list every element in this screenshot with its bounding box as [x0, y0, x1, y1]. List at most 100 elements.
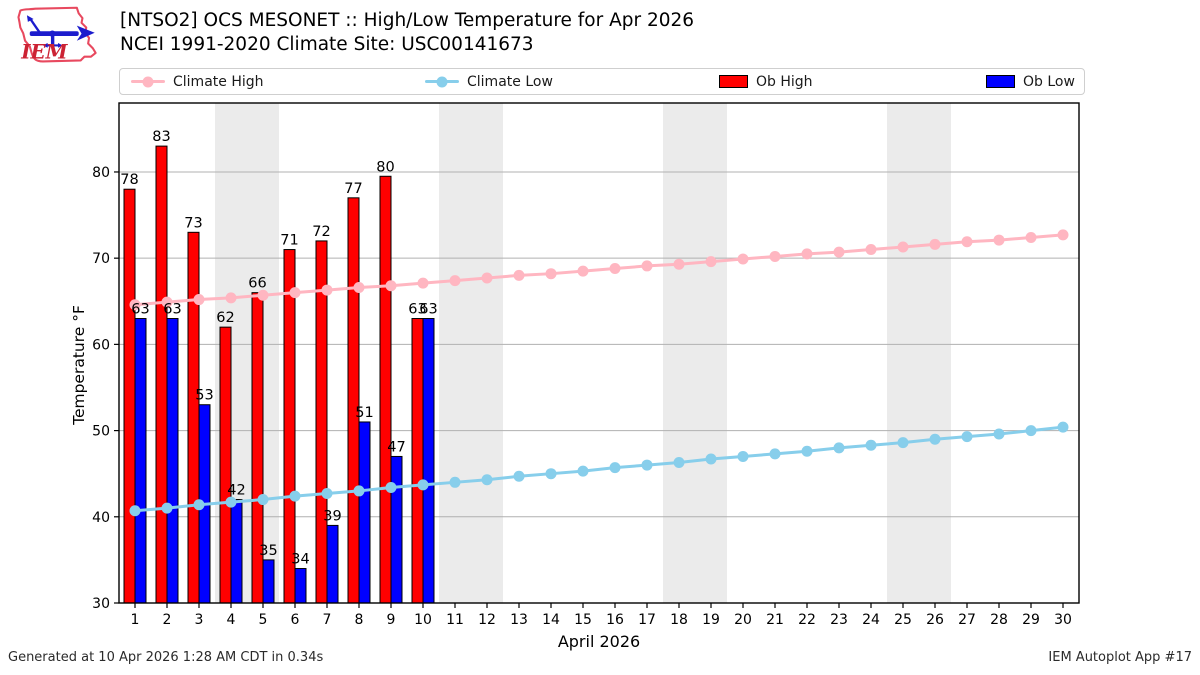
line-marker: [353, 281, 365, 293]
line-marker: [545, 468, 557, 480]
y-axis-title: Temperature °F: [70, 305, 88, 426]
y-tick-label: 60: [92, 337, 110, 353]
ob-high-bar-day-4: [219, 326, 232, 604]
line-marker: [961, 431, 973, 443]
bar-value-label: 78: [120, 172, 138, 188]
x-tick-label: 17: [638, 612, 656, 628]
bar-value-label: 63: [419, 302, 437, 318]
ob-high-bar-day-6: [283, 249, 296, 604]
x-tick-label: 23: [830, 612, 848, 628]
legend-item-climate-high: Climate High: [131, 69, 264, 94]
line-marker: [1025, 425, 1037, 437]
line-marker: [801, 248, 813, 260]
bar-value-label: 34: [291, 552, 309, 568]
bar-value-label: 42: [227, 483, 245, 499]
line-marker: [673, 456, 685, 468]
line-marker: [897, 241, 909, 253]
x-tick-label: 9: [387, 612, 396, 628]
x-tick-label: 1: [131, 612, 140, 628]
line-marker: [705, 453, 717, 465]
legend-label: Climate Low: [467, 73, 553, 90]
legend-item-climate-low: Climate Low: [425, 69, 553, 94]
ob-low-bar-day-1: [134, 318, 147, 604]
line-marker: [225, 292, 237, 304]
line-marker: [833, 246, 845, 258]
ob-high-bar-day-8: [347, 197, 360, 604]
legend-label: Ob Low: [1023, 73, 1075, 90]
x-tick-label: 22: [798, 612, 816, 628]
line-marker: [993, 428, 1005, 440]
x-tick-label: 25: [894, 612, 912, 628]
legend-label: Climate High: [173, 73, 264, 90]
x-tick-label: 27: [958, 612, 976, 628]
app-credit: IEM Autoplot App #17: [1048, 650, 1192, 665]
bar-value-label: 53: [195, 388, 213, 404]
ob-high-bar-day-10: [411, 318, 424, 604]
line-marker: [1057, 229, 1069, 241]
line-marker: [641, 260, 653, 272]
weather-vane-icon: [26, 15, 95, 48]
x-tick-label: 26: [926, 612, 944, 628]
x-tick-label: 4: [227, 612, 236, 628]
climate-high-line-swatch: [131, 76, 165, 87]
line-marker: [513, 269, 525, 281]
bar-value-label: 35: [259, 543, 277, 559]
line-marker: [993, 234, 1005, 246]
line-marker: [1025, 231, 1037, 243]
line-marker: [161, 502, 173, 514]
x-tick-label: 15: [574, 612, 592, 628]
line-marker: [129, 505, 141, 517]
x-tick-label: 24: [862, 612, 880, 628]
line-marker: [193, 499, 205, 511]
line-marker: [865, 439, 877, 451]
legend-item-ob-high: Ob High: [719, 69, 813, 94]
y-tick-label: 70: [92, 251, 110, 267]
bar-value-label: 80: [376, 159, 394, 175]
line-marker: [481, 272, 493, 284]
line-marker: [161, 296, 173, 308]
line-marker: [1057, 421, 1069, 433]
bar-value-label: 62: [216, 310, 234, 326]
line-marker: [257, 289, 269, 301]
ob-low-bar-day-6: [294, 568, 307, 604]
ob-low-bar-day-5: [262, 559, 275, 604]
x-tick-label: 16: [606, 612, 624, 628]
line-marker: [385, 481, 397, 493]
line-marker: [257, 494, 269, 506]
line-marker: [929, 238, 941, 250]
line-marker: [865, 244, 877, 256]
line-marker: [673, 258, 685, 270]
ob-high-patch-swatch: [719, 75, 748, 88]
x-axis-title: April 2026: [558, 632, 640, 651]
ob-low-bar-day-10: [422, 318, 435, 604]
logo-text: IEM: [20, 40, 68, 64]
generated-timestamp: Generated at 10 Apr 2026 1:28 AM CDT in …: [8, 650, 324, 665]
title-line-1: [NTSO2] OCS MESONET :: High/Low Temperat…: [120, 10, 695, 31]
x-tick-label: 12: [478, 612, 496, 628]
x-tick-label: 19: [702, 612, 720, 628]
x-tick-label: 5: [259, 612, 268, 628]
x-tick-label: 30: [1054, 612, 1072, 628]
line-marker: [193, 294, 205, 306]
line-marker: [321, 284, 333, 296]
ob-low-bar-day-9: [390, 455, 403, 604]
ob-high-bar-day-1: [123, 188, 136, 604]
x-tick-label: 3: [195, 612, 204, 628]
line-marker: [609, 263, 621, 275]
x-tick-label: 28: [990, 612, 1008, 628]
title-line-2: NCEI 1991-2020 Climate Site: USC00141673: [120, 33, 534, 55]
bar-value-label: 66: [248, 276, 266, 292]
x-tick-label: 7: [323, 612, 332, 628]
x-tick-label: 2: [163, 612, 172, 628]
line-marker: [545, 268, 557, 280]
bar-value-label: 83: [152, 129, 170, 145]
bar-value-label: 77: [344, 181, 362, 197]
line-marker: [577, 465, 589, 477]
bar-value-label: 71: [280, 233, 298, 249]
page-title: [NTSO2] OCS MESONET :: High/Low Temperat…: [120, 9, 694, 56]
line-marker: [289, 287, 301, 299]
y-tick-label: 50: [92, 424, 110, 440]
bar-value-label: 47: [387, 439, 405, 455]
